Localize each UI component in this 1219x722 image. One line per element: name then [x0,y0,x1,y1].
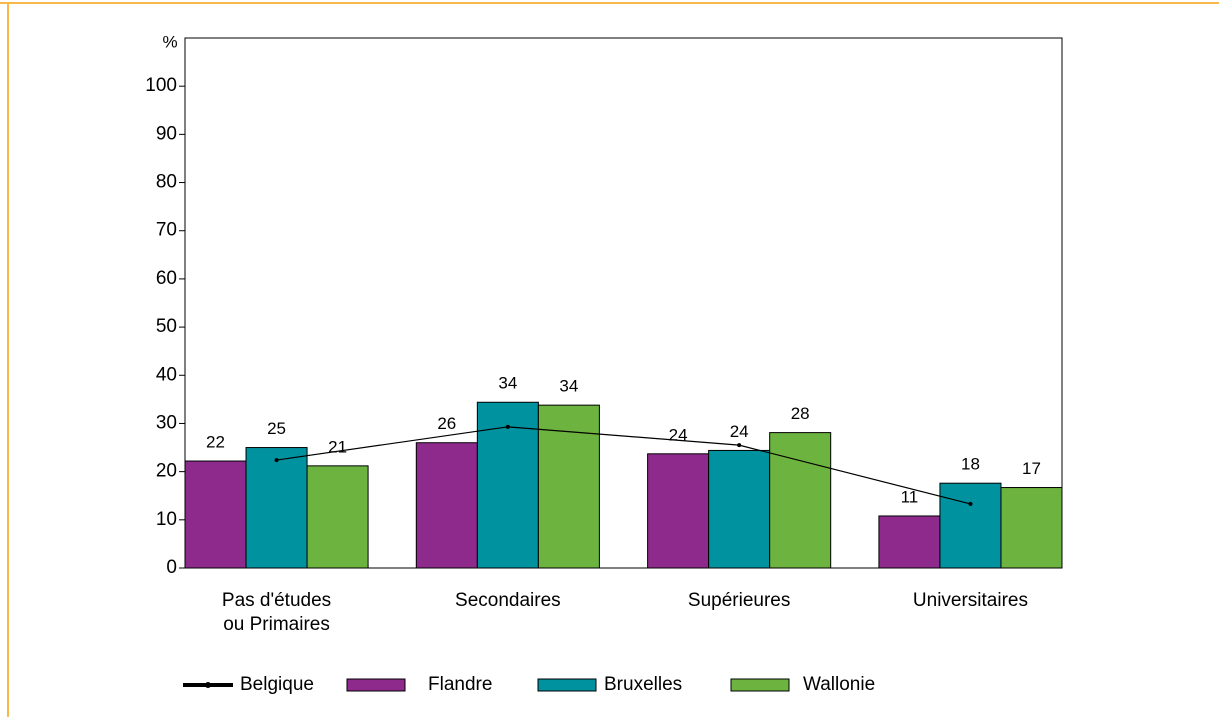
value-label: 28 [791,404,810,423]
value-label: 18 [961,455,980,474]
y-tick-label: 90 [156,123,177,144]
x-tick-label: Pas d'études ou Primaires [222,590,331,635]
bar [769,432,832,569]
y-tick-label: 60 [156,268,177,289]
plot-frame [184,37,1063,569]
y-tick-label: 20 [156,461,177,482]
y-axis-label: % [162,32,177,51]
y-tick-label: 10 [156,509,177,530]
bar [415,442,478,569]
value-label: 17 [1022,459,1041,478]
legend-swatch [537,678,597,692]
bar [878,515,941,569]
legend-label: Bruxelles [604,674,682,695]
value-label: 21 [328,437,347,456]
legend-swatch [730,678,790,692]
y-tick-label: 0 [166,557,177,578]
line-point [505,424,510,429]
value-label: 22 [206,433,225,452]
value-label: 24 [730,422,749,441]
bar [537,404,600,569]
y-tick-label: 70 [156,220,177,241]
line [276,426,971,505]
legend-swatch [346,678,406,692]
line-point [737,443,742,448]
bar [245,447,308,569]
x-tick-label: Supérieures [688,590,790,611]
line-point [274,458,279,463]
y-tick-label: 30 [156,412,177,433]
legend-marker [205,682,211,688]
bar [306,465,369,569]
value-label: 11 [901,487,919,506]
value-label: 34 [559,377,578,396]
y-tick-label: 100 [145,75,177,96]
legend-label: Flandre [428,674,492,695]
y-tick-label: 80 [156,172,177,193]
x-tick-label: Secondaires [455,590,561,611]
value-label: 24 [669,425,688,444]
y-tick-label: 40 [156,364,177,385]
legend-label: Belgique [240,674,314,695]
value-label: 26 [437,414,456,433]
legend-label: Wallonie [803,674,875,695]
bar [939,482,1002,569]
line-point [968,501,973,506]
bar [1000,487,1063,569]
value-label: 34 [498,374,517,393]
bar [184,460,247,569]
value-label: 25 [267,419,286,438]
bar [647,453,710,569]
bar [708,449,771,569]
x-tick-label: Universitaires [913,590,1028,611]
y-tick-label: 50 [156,316,177,337]
